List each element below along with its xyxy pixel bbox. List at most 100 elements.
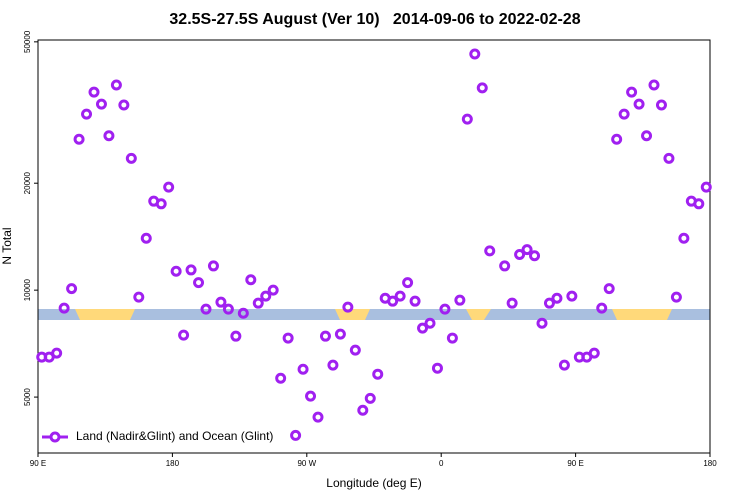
point <box>125 152 137 164</box>
point <box>521 244 533 256</box>
point <box>454 294 466 306</box>
land-segment <box>466 309 491 320</box>
point <box>566 290 578 302</box>
point <box>603 283 615 295</box>
point <box>431 362 443 374</box>
point <box>693 198 705 210</box>
point <box>484 245 496 257</box>
point <box>200 303 212 315</box>
point <box>110 79 122 91</box>
point <box>588 347 600 359</box>
point <box>372 368 384 380</box>
point <box>185 264 197 276</box>
point <box>66 283 78 295</box>
point <box>536 317 548 329</box>
point <box>312 411 324 423</box>
point <box>81 108 93 120</box>
point <box>394 290 406 302</box>
point <box>424 317 436 329</box>
chart-title: 32.5S-27.5S August (Ver 10) 2014-09-06 t… <box>169 11 580 28</box>
point <box>461 113 473 125</box>
point <box>514 248 526 260</box>
point <box>267 284 279 296</box>
point <box>402 277 414 289</box>
y-axis-label: N Total <box>0 227 14 264</box>
point <box>476 82 488 94</box>
point <box>237 307 249 319</box>
point <box>327 359 339 371</box>
point <box>133 291 145 303</box>
point <box>215 296 227 308</box>
point <box>551 292 563 304</box>
point <box>88 86 100 98</box>
point <box>700 181 712 193</box>
point <box>469 48 481 60</box>
point <box>103 130 115 142</box>
point <box>558 359 570 371</box>
legend-marker <box>49 431 61 443</box>
y-tick-label: 50000 <box>23 30 32 53</box>
point <box>118 99 130 111</box>
point <box>670 291 682 303</box>
point <box>618 108 630 120</box>
x-axis-label: Longitude (deg E) <box>326 476 421 490</box>
y-tick-label: 20000 <box>23 172 32 195</box>
point <box>596 302 608 314</box>
point <box>529 250 541 262</box>
point <box>506 297 518 309</box>
point <box>648 79 660 91</box>
point <box>290 429 302 441</box>
point <box>73 133 85 145</box>
point <box>207 260 219 272</box>
plot-frame <box>37 39 711 454</box>
point <box>245 274 257 286</box>
point <box>349 344 361 356</box>
point <box>178 329 190 341</box>
point <box>260 290 272 302</box>
point <box>663 152 675 164</box>
point <box>357 404 369 416</box>
point <box>641 130 653 142</box>
legend-label: Land (Nadir&Glint) and Ocean (Glint) <box>76 429 273 443</box>
x-tick-label: 0 <box>439 459 444 468</box>
x-tick-label: 90 E <box>30 459 46 468</box>
point <box>499 260 511 272</box>
ocean-band <box>38 309 710 320</box>
y-tick-label: 10000 <box>23 278 32 301</box>
point <box>163 181 175 193</box>
point <box>230 330 242 342</box>
point <box>51 347 63 359</box>
point <box>193 277 205 289</box>
point <box>275 372 287 384</box>
point <box>282 332 294 344</box>
x-tick-label: 180 <box>703 459 717 468</box>
point <box>655 99 667 111</box>
point <box>334 328 346 340</box>
point <box>543 297 555 309</box>
point <box>155 198 167 210</box>
point <box>342 301 354 313</box>
x-tick-label: 180 <box>166 459 180 468</box>
point <box>364 392 376 404</box>
y-tick-label: 5000 <box>23 388 32 406</box>
point <box>58 302 70 314</box>
land-segment <box>75 309 135 320</box>
point <box>678 232 690 244</box>
point <box>439 303 451 315</box>
x-tick-label: 90 E <box>567 459 583 468</box>
point <box>222 303 234 315</box>
point <box>305 390 317 402</box>
point <box>633 98 645 110</box>
land-segment <box>612 309 672 320</box>
point <box>170 265 182 277</box>
point <box>297 363 309 375</box>
point <box>611 133 623 145</box>
point <box>446 332 458 344</box>
land-segment <box>335 309 370 320</box>
point <box>95 98 107 110</box>
point <box>387 295 399 307</box>
point <box>409 295 421 307</box>
point <box>417 322 429 334</box>
